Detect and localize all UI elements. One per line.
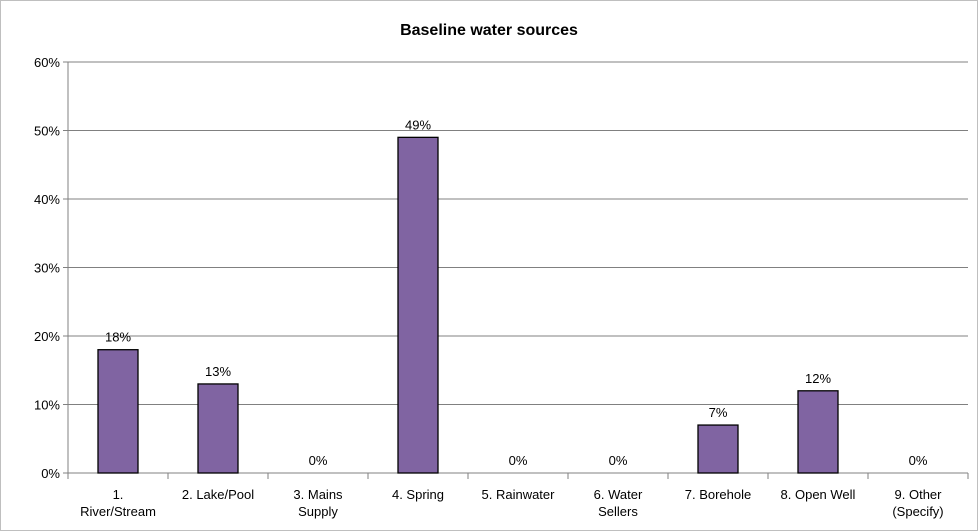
- data-label: 12%: [805, 371, 831, 386]
- bar: [697, 424, 739, 474]
- y-tick-label: 0%: [41, 466, 60, 481]
- data-labels: 18% 13% 0% 49% 0% 0% 7% 12% 0%: [105, 117, 928, 468]
- x-tick-label: (Specify): [892, 504, 943, 519]
- x-tick-label: 8. Open Well: [781, 487, 856, 502]
- x-tick-label: 3. Mains: [293, 487, 343, 502]
- y-tick-label: 60%: [34, 55, 60, 70]
- bars: [97, 136, 839, 474]
- x-tick-label: River/Stream: [80, 504, 156, 519]
- data-label: 49%: [405, 117, 431, 132]
- bar: [97, 349, 139, 474]
- x-tick-label: 9. Other: [895, 487, 943, 502]
- y-tick-label: 10%: [34, 398, 60, 413]
- x-tick-label: 5. Rainwater: [482, 487, 556, 502]
- x-tick-label: 7. Borehole: [685, 487, 752, 502]
- data-label: 0%: [309, 453, 328, 468]
- bar: [397, 136, 439, 474]
- tick-labels: 0% 10% 20% 30% 40% 50% 60% 1. River/Stream 2. Lak…: [34, 55, 944, 519]
- y-tick-label: 20%: [34, 329, 60, 344]
- bar: [197, 383, 239, 474]
- x-tick-label: 2. Lake/Pool: [182, 487, 254, 502]
- data-label: 7%: [709, 405, 728, 420]
- x-tick-label: Supply: [298, 504, 338, 519]
- gridlines: [68, 61, 968, 405]
- data-label: 13%: [205, 364, 231, 379]
- chart-title: Baseline water sources: [400, 22, 578, 39]
- y-tick-label: 40%: [34, 192, 60, 207]
- data-label: 0%: [909, 453, 928, 468]
- y-tick-label: 50%: [34, 124, 60, 139]
- x-tick-label: Sellers: [598, 504, 638, 519]
- data-label: 0%: [509, 453, 528, 468]
- y-tick-label: 30%: [34, 261, 60, 276]
- data-label: 18%: [105, 330, 131, 345]
- x-tick-label: 4. Spring: [392, 487, 444, 502]
- data-label: 0%: [609, 453, 628, 468]
- bar: [797, 390, 839, 474]
- x-tick-label: 1.: [113, 487, 124, 502]
- x-tick-label: 6. Water: [594, 487, 643, 502]
